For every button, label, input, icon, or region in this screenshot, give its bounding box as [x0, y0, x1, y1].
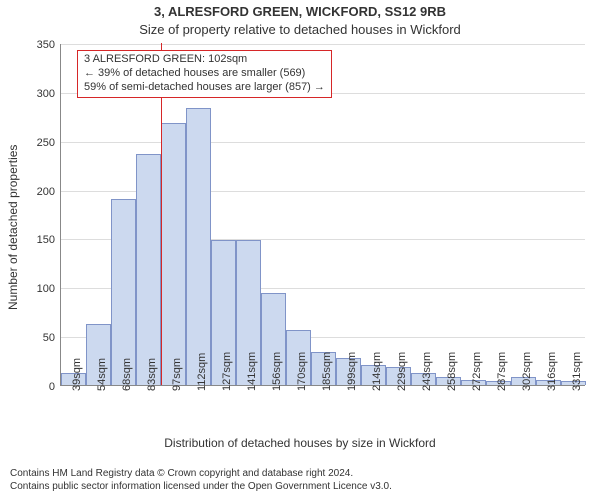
footer-line-2: Contains public sector information licen…	[10, 481, 392, 494]
y-tick-label: 0	[21, 381, 61, 393]
x-tick-label: 214sqm	[371, 352, 383, 391]
x-tick-label: 258sqm	[446, 352, 458, 391]
x-tick-label: 302sqm	[521, 352, 533, 391]
x-tick-label: 272sqm	[471, 352, 483, 391]
x-tick-label: 54sqm	[96, 358, 108, 391]
annotation-line: 59% of semi-detached houses are larger (…	[84, 81, 325, 95]
x-tick-label: 243sqm	[421, 352, 433, 391]
annotation-line: ← 39% of detached houses are smaller (56…	[84, 67, 325, 81]
x-tick-label: 170sqm	[296, 352, 308, 391]
chart-title-2: Size of property relative to detached ho…	[0, 22, 600, 37]
y-tick-label: 100	[21, 283, 61, 295]
x-tick-label: 331sqm	[571, 352, 583, 391]
y-tick-label: 50	[21, 332, 61, 344]
chart-title-1: 3, ALRESFORD GREEN, WICKFORD, SS12 9RB	[0, 4, 600, 19]
y-tick-label: 300	[21, 88, 61, 100]
grid-line: 350	[61, 44, 585, 45]
histogram-bar	[136, 154, 161, 385]
y-tick-label: 150	[21, 234, 61, 246]
x-axis-label: Distribution of detached houses by size …	[0, 436, 600, 450]
y-tick-label: 350	[21, 39, 61, 51]
grid-line: 250	[61, 142, 585, 143]
x-tick-label: 112sqm	[196, 353, 208, 391]
annotation-box: 3 ALRESFORD GREEN: 102sqm← 39% of detach…	[77, 50, 332, 98]
x-tick-label: 287sqm	[496, 352, 508, 391]
x-tick-label: 141sqm	[246, 352, 258, 391]
y-tick-label: 250	[21, 137, 61, 149]
x-tick-label: 316sqm	[546, 352, 558, 391]
x-tick-label: 185sqm	[321, 352, 333, 391]
x-tick-label: 39sqm	[71, 358, 83, 391]
y-axis-label: Number of detached properties	[6, 145, 20, 310]
footer-attribution: Contains HM Land Registry data © Crown c…	[10, 468, 392, 493]
x-tick-label: 83sqm	[146, 358, 158, 391]
footer-line-1: Contains HM Land Registry data © Crown c…	[10, 468, 392, 481]
plot-area: 05010015020025030035039sqm54sqm68sqm83sq…	[60, 44, 585, 386]
chart-container: 3, ALRESFORD GREEN, WICKFORD, SS12 9RB S…	[0, 0, 600, 500]
annotation-line: 3 ALRESFORD GREEN: 102sqm	[84, 53, 325, 67]
y-tick-label: 200	[21, 186, 61, 198]
histogram-bar	[161, 123, 186, 385]
x-tick-label: 68sqm	[121, 358, 133, 391]
x-tick-label: 97sqm	[171, 358, 183, 391]
x-tick-label: 127sqm	[221, 352, 233, 391]
histogram-bar	[186, 108, 211, 386]
x-tick-label: 229sqm	[396, 352, 408, 391]
x-tick-label: 199sqm	[346, 352, 358, 391]
x-tick-label: 156sqm	[271, 352, 283, 391]
